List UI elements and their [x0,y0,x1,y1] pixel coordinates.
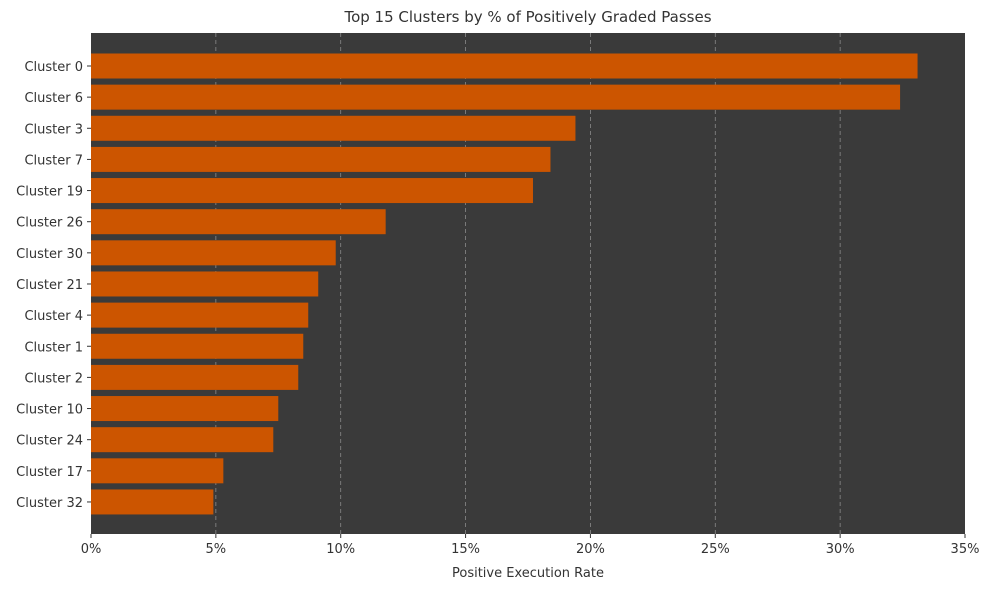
x-tick-label: 25% [701,542,730,557]
y-tick-label: Cluster 7 [24,153,83,168]
chart-title: Top 15 Clusters by % of Positively Grade… [343,8,711,26]
y-tick-label: Cluster 24 [16,434,83,449]
x-tick-label: 20% [576,542,605,557]
bar [91,53,918,79]
y-tick-label: Cluster 6 [24,91,83,106]
bar [91,333,304,359]
bar [91,302,309,328]
x-tick-label: 35% [951,542,980,557]
bar [91,271,319,297]
x-tick-label: 15% [451,542,480,557]
bar [91,458,224,484]
bar [91,178,533,204]
x-tick-labels: 0% 5% 10% 15% 20% 25% 30% 35% [81,534,980,557]
bar [91,115,576,141]
bars [91,53,918,515]
x-tick-label: 5% [206,542,227,557]
y-tick-label: Cluster 3 [24,122,83,137]
y-tick-label: Cluster 30 [16,247,83,262]
y-tick-label: Cluster 32 [16,496,83,511]
y-tick-label: Cluster 1 [24,340,83,355]
bar [91,84,901,110]
bar [91,240,336,266]
y-tick-label: Cluster 19 [16,185,83,200]
y-tick-label: Cluster 17 [16,465,83,480]
x-axis-label: Positive Execution Rate [452,566,604,581]
bar [91,489,214,515]
bar [91,427,274,453]
y-tick-label: Cluster 10 [16,403,83,418]
bar [91,209,386,235]
y-tick-label: Cluster 2 [24,371,83,386]
x-tick-label: 10% [326,542,355,557]
x-tick-label: 0% [81,542,102,557]
y-tick-label: Cluster 4 [24,309,83,324]
y-tick-label: Cluster 26 [16,216,83,231]
bar [91,364,299,390]
y-tick-labels: Cluster 0 Cluster 6 Cluster 3 Cluster 7 Clus… [16,60,91,511]
y-tick-label: Cluster 21 [16,278,83,293]
bar [91,146,551,172]
bar [91,396,279,422]
y-tick-label: Cluster 0 [24,60,83,75]
x-tick-label: 30% [826,542,855,557]
